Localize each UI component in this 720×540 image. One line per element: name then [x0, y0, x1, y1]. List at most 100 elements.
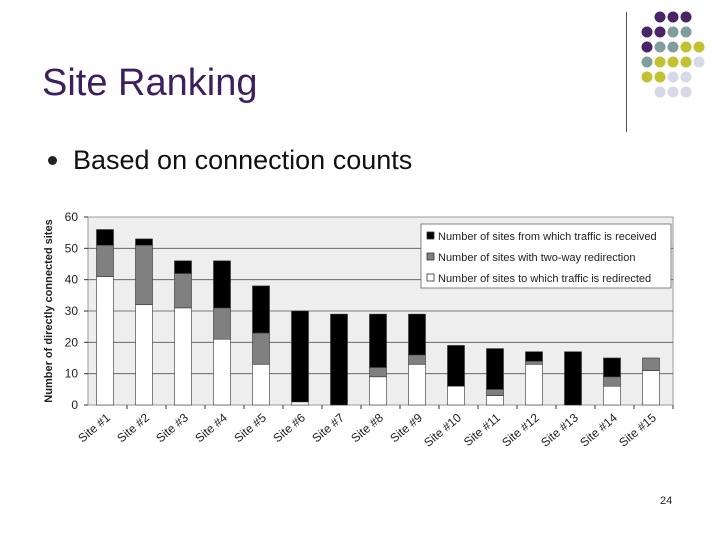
x-tick-label: Site #8: [348, 410, 386, 445]
bar-segment: [252, 285, 270, 334]
bar-segment: [408, 354, 426, 365]
decorative-dot: [680, 71, 692, 83]
x-tick-label: Site #7: [309, 410, 347, 445]
bar-segment: [525, 360, 543, 365]
x-tick-label: Site #11: [461, 410, 503, 449]
y-tick-label: 20: [65, 335, 79, 349]
decorative-dot: [680, 26, 692, 38]
bar-segment: [135, 238, 153, 246]
y-tick-label: 30: [65, 304, 79, 318]
bar-segment: [486, 389, 504, 396]
bar-segment: [174, 307, 192, 406]
decorative-dot: [641, 56, 653, 68]
bar-segment: [525, 363, 543, 406]
x-tick-label: Site #5: [231, 410, 269, 445]
bar-segment: [603, 385, 621, 406]
bullet-text: Based on connection counts: [73, 144, 413, 175]
bar-segment: [96, 276, 114, 406]
decorative-dot: [667, 26, 679, 38]
bar-segment: [642, 357, 660, 371]
decorative-dot: [667, 56, 679, 68]
legend-label: Number of sites with two-way redirection: [438, 252, 635, 264]
x-tick-label: Site #10: [421, 410, 464, 449]
bar-segment: [291, 401, 309, 406]
decorative-divider: [626, 12, 627, 132]
decorative-dot: [641, 26, 653, 38]
decorative-dot: [680, 11, 692, 23]
bar-segment: [213, 307, 231, 340]
y-tick-label: 40: [65, 273, 79, 287]
decorative-dot: [693, 41, 705, 53]
bullet-dot-icon: [48, 155, 57, 165]
x-tick-label: Site #1: [75, 410, 113, 445]
decorative-dot-grid: [641, 11, 705, 98]
bar-segment: [525, 351, 543, 362]
bar-segment: [213, 260, 231, 309]
bar-segment: [96, 244, 114, 277]
x-tick-label: Site #14: [577, 410, 620, 449]
decorative-dot: [667, 11, 679, 23]
bar-segment: [486, 395, 504, 406]
bar-segment: [369, 376, 387, 406]
bar-segment: [252, 332, 270, 365]
x-tick-label: Site #6: [270, 410, 308, 445]
bar-segment: [642, 370, 660, 406]
decorative-dot: [667, 71, 679, 83]
x-tick-label: Site #4: [192, 410, 230, 445]
bar-segment: [603, 376, 621, 387]
bar-segment: [564, 351, 582, 406]
legend-label: Number of sites from which traffic is re…: [438, 231, 657, 243]
x-tick-label: Site #2: [114, 410, 152, 445]
legend-swatch: [426, 252, 435, 261]
x-tick-label: Site #3: [153, 410, 191, 445]
bar-segment: [369, 313, 387, 368]
bar-segment: [135, 304, 153, 406]
decorative-dot: [654, 86, 666, 98]
bar-segment: [96, 229, 114, 246]
decorative-dot: [641, 71, 653, 83]
decorative-dot: [641, 41, 653, 53]
bar-segment: [447, 345, 465, 387]
bar-segment: [330, 313, 348, 406]
x-tick-label: Site #12: [499, 410, 542, 449]
decorative-dot: [680, 86, 692, 98]
bar-segment: [174, 260, 192, 274]
decorative-dot: [680, 56, 692, 68]
legend-swatch: [426, 273, 435, 282]
page-number: 24: [660, 495, 673, 507]
bar-segment: [135, 244, 153, 306]
legend-box: [420, 223, 672, 289]
bar-segment: [213, 338, 231, 406]
slide-title: Site Ranking: [42, 62, 258, 104]
y-tick-label: 10: [65, 367, 79, 381]
bar-segment: [486, 348, 504, 390]
bar-segment: [603, 357, 621, 378]
decorative-dot: [693, 56, 705, 68]
y-tick-label: 0: [71, 398, 78, 412]
x-tick-label: Site #15: [616, 410, 659, 449]
bar-segment: [369, 367, 387, 378]
x-tick-label: Site #9: [387, 410, 425, 445]
decorative-dot: [654, 26, 666, 38]
bar-segment: [174, 273, 192, 309]
decorative-dot: [654, 11, 666, 23]
decorative-dot: [654, 56, 666, 68]
y-tick-label: 50: [65, 241, 79, 255]
decorative-dot: [654, 41, 666, 53]
legend-label: Number of sites to which traffic is redi…: [438, 273, 651, 285]
decorative-dot: [667, 41, 679, 53]
x-tick-label: Site #13: [538, 410, 581, 449]
bar-segment: [447, 385, 465, 406]
decorative-dot: [667, 86, 679, 98]
bar-segment: [408, 363, 426, 406]
y-tick-label: 60: [65, 210, 79, 224]
decorative-dot: [680, 41, 692, 53]
bar-segment: [291, 310, 309, 403]
bullet-item: Based on connection counts: [48, 140, 412, 180]
decorative-dot: [654, 71, 666, 83]
legend-swatch: [426, 231, 435, 240]
bar-segment: [408, 313, 426, 356]
y-axis-label: Number of directly connected sites: [43, 219, 55, 402]
bar-segment: [252, 363, 270, 406]
